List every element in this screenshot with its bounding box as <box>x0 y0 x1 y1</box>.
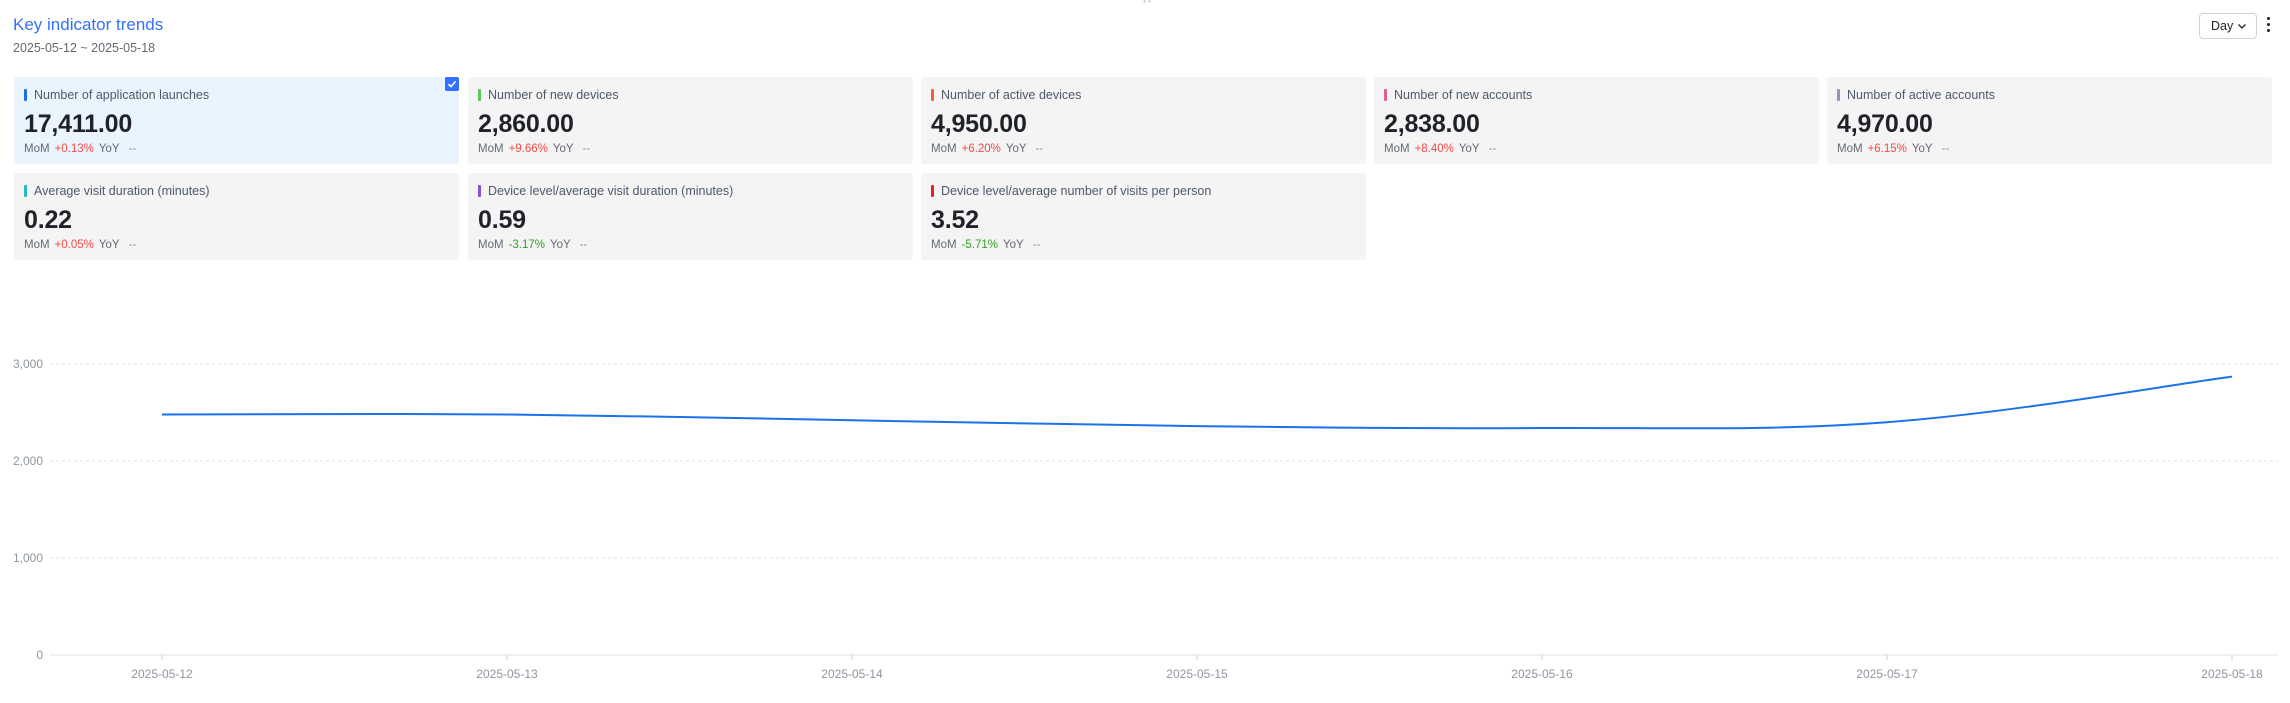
metric-value: 2,860.00 <box>478 110 574 138</box>
mom-label: MoM <box>931 143 957 155</box>
yoy-label: YoY <box>98 239 120 251</box>
chevron-down-icon <box>2238 24 2246 29</box>
yoy-label: YoY <box>98 143 120 155</box>
x-tick-label: 2025-05-18 <box>2201 667 2263 681</box>
y-tick-label: 2,000 <box>13 454 43 468</box>
metric-label: Number of new accounts <box>1394 88 1533 102</box>
series-color-marker <box>478 185 481 197</box>
series-color-marker <box>24 89 27 101</box>
x-tick-label: 2025-05-14 <box>821 667 883 681</box>
metric-card-new-accounts[interactable]: Number of new accounts 2,838.00 MoM +8.40… <box>1374 77 1819 164</box>
mom-label: MoM <box>1837 143 1863 155</box>
metric-label: Number of application launches <box>34 88 210 102</box>
x-tick-label: 2025-05-15 <box>1166 667 1228 681</box>
mom-label: MoM <box>24 143 50 155</box>
metric-label: Number of active devices <box>941 88 1082 102</box>
series-color-marker <box>931 89 934 101</box>
yoy-label: YoY <box>1003 239 1024 251</box>
metric-label: Number of active accounts <box>1847 88 1995 102</box>
yoy-label: YoY <box>552 143 574 155</box>
metric-label: Device level/average number of visits pe… <box>941 184 1212 198</box>
x-tick-label: 2025-05-16 <box>1511 667 1573 681</box>
yoy-change: -- <box>128 143 137 155</box>
x-tick-label: 2025-05-13 <box>476 667 538 681</box>
metric-value: 2,838.00 <box>1384 110 1480 138</box>
yoy-change: -- <box>1488 143 1497 155</box>
metric-card-application-launches[interactable]: Number of application launches 17,411.00… <box>14 77 459 164</box>
yoy-change: -- <box>1035 143 1044 155</box>
metric-card-device-avg-visits-per-person[interactable]: Device level/average number of visits pe… <box>921 173 1366 260</box>
x-tick-label: 2025-05-17 <box>1856 667 1918 681</box>
series-color-marker <box>24 185 27 197</box>
checkbox-checked-icon[interactable] <box>445 77 459 91</box>
metric-value: 3.52 <box>931 206 979 234</box>
mom-change: +0.13% <box>54 143 94 155</box>
yoy-label: YoY <box>550 239 571 251</box>
y-tick-label: 1,000 <box>13 551 43 565</box>
metric-value: 0.22 <box>24 206 72 234</box>
series-color-marker <box>478 89 481 101</box>
y-tick-label: 3,000 <box>13 357 43 371</box>
metric-card-device-avg-visit-duration[interactable]: Device level/average visit duration (min… <box>468 173 913 260</box>
mom-label: MoM <box>478 143 504 155</box>
more-options-icon[interactable] <box>2263 13 2273 35</box>
mom-change: -3.17% <box>508 239 545 251</box>
metric-value: 4,970.00 <box>1837 110 1933 138</box>
metric-label: Device level/average visit duration (min… <box>488 184 734 198</box>
yoy-change: -- <box>1941 143 1950 155</box>
mom-label: MoM <box>931 239 957 251</box>
mom-change: +9.66% <box>508 143 548 155</box>
mom-change: -5.71% <box>961 239 998 251</box>
mom-change: +6.15% <box>1867 143 1907 155</box>
yoy-change: -- <box>582 143 591 155</box>
metric-value: 0.59 <box>478 206 526 234</box>
metric-label: Number of new devices <box>488 88 619 102</box>
trend-line-chart[interactable]: 0 1,000 2,000 3,000 2025-05-12 2025-05-13 2025… <box>0 340 2290 703</box>
granularity-select[interactable]: Day <box>2199 13 2257 39</box>
mom-change: +8.40% <box>1414 143 1454 155</box>
date-range-text: 2025-05-12 ~ 2025-05-18 <box>13 41 156 55</box>
yoy-change: -- <box>128 239 137 251</box>
yoy-label: YoY <box>1005 143 1027 155</box>
x-tick-label: 2025-05-12 <box>131 667 193 681</box>
series-color-marker <box>1837 89 1840 101</box>
yoy-label: YoY <box>1911 143 1933 155</box>
metric-card-avg-visit-duration[interactable]: Average visit duration (minutes) 0.22 Mo… <box>14 173 459 260</box>
yoy-change: -- <box>1032 239 1041 251</box>
yoy-label: YoY <box>1458 143 1480 155</box>
metric-card-new-devices[interactable]: Number of new devices 2,860.00 MoM +9.66%… <box>468 77 913 164</box>
mom-change: +0.05% <box>54 239 94 251</box>
series-color-marker <box>931 185 934 197</box>
metric-card-active-accounts[interactable]: Number of active accounts 4,970.00 MoM +6… <box>1827 77 2272 164</box>
drag-handle-icon[interactable]: • • <box>1143 0 1151 6</box>
metric-value: 17,411.00 <box>24 110 133 138</box>
series-color-marker <box>1384 89 1387 101</box>
mom-label: MoM <box>1384 143 1410 155</box>
series-line[interactable] <box>161 375 2233 430</box>
y-tick-label: 0 <box>36 648 43 662</box>
granularity-value: Day <box>2211 19 2234 33</box>
page-title: Key indicator trends <box>13 15 164 34</box>
metric-value: 4,950.00 <box>931 110 1027 138</box>
metric-card-active-devices[interactable]: Number of active devices 4,950.00 MoM +6.… <box>921 77 1366 164</box>
mom-label: MoM <box>24 239 50 251</box>
yoy-change: -- <box>579 239 588 251</box>
mom-change: +6.20% <box>961 143 1001 155</box>
mom-label: MoM <box>478 239 504 251</box>
metric-label: Average visit duration (minutes) <box>34 184 210 198</box>
